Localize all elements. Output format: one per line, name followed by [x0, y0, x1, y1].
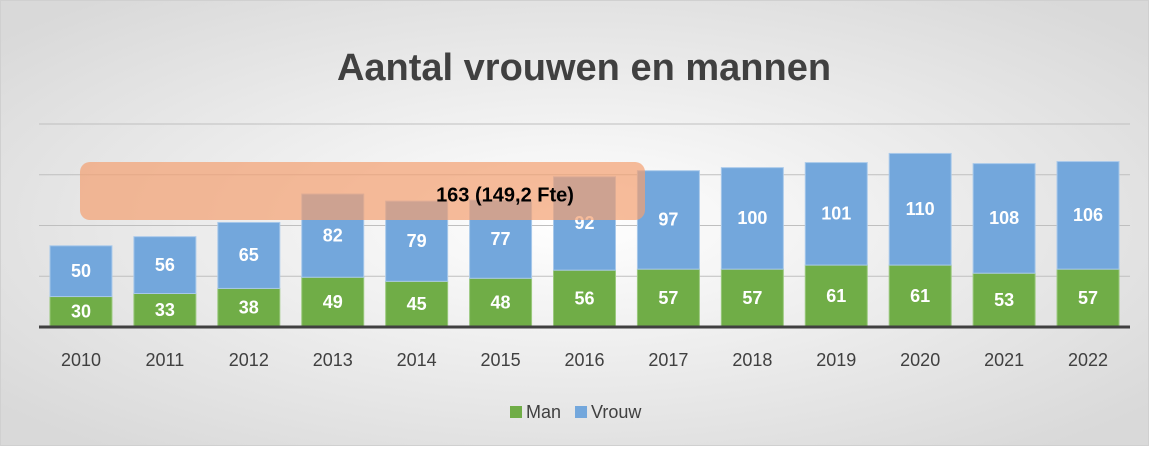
bar-segment — [49, 245, 113, 298]
chart-title: Aantal vrouwen en mannen — [337, 47, 831, 89]
data-label: 101 — [821, 204, 851, 224]
data-label: 61 — [910, 286, 930, 306]
bar-segment — [469, 277, 533, 328]
x-tick-label: 2015 — [481, 350, 521, 370]
data-label: 61 — [826, 286, 846, 306]
data-label: 38 — [239, 297, 259, 317]
legend-label: Vrouw — [591, 402, 642, 422]
legend-label: Man — [526, 402, 561, 422]
legend-swatch — [575, 406, 588, 418]
bar-segment — [888, 264, 952, 328]
x-tick-label: 2019 — [816, 350, 856, 370]
x-tick-label: 2022 — [1068, 350, 1108, 370]
bar-segment — [385, 280, 449, 328]
x-tick-label: 2014 — [397, 350, 437, 370]
x-tick-label: 2020 — [900, 350, 940, 370]
data-label: 30 — [71, 302, 91, 322]
x-tick-label: 2016 — [564, 350, 604, 370]
data-label: 82 — [323, 225, 343, 245]
data-label: 56 — [574, 288, 594, 308]
data-label: 48 — [491, 292, 511, 312]
data-label: 56 — [155, 255, 175, 275]
bar-segment — [720, 167, 784, 270]
bar-segment — [133, 236, 197, 295]
data-label: 110 — [906, 199, 935, 219]
x-tick-label: 2012 — [229, 350, 269, 370]
data-label: 77 — [491, 229, 511, 249]
data-label: 57 — [658, 288, 678, 308]
data-label: 57 — [742, 288, 762, 308]
x-tick-label: 2018 — [732, 350, 772, 370]
data-label: 49 — [323, 292, 343, 312]
data-label: 53 — [994, 290, 1014, 310]
x-tick-label: 2021 — [984, 350, 1024, 370]
data-label: 97 — [658, 210, 678, 230]
data-label: 79 — [407, 231, 427, 251]
bar-segment — [636, 170, 700, 270]
data-label: 100 — [737, 208, 767, 228]
data-label: 33 — [155, 300, 175, 320]
bar-segment — [972, 272, 1036, 328]
bar-segment — [804, 162, 868, 266]
bar-segment — [217, 221, 281, 289]
bar-segment — [1056, 161, 1120, 270]
data-label: 65 — [239, 245, 259, 265]
x-tick-label: 2010 — [61, 350, 101, 370]
x-tick-label: 2011 — [146, 350, 185, 370]
bar-segment — [636, 268, 700, 328]
bar-segment — [888, 152, 952, 266]
bar-segment — [804, 264, 868, 328]
x-tick-label: 2017 — [648, 350, 688, 370]
annotation: 163 (149,2 Fte) — [436, 184, 574, 206]
bar-segment — [972, 163, 1036, 274]
data-label: 45 — [407, 294, 427, 314]
annotation-box — [80, 162, 645, 220]
legend-swatch — [510, 406, 522, 418]
bar-segment — [553, 269, 616, 328]
bar-segment — [301, 276, 365, 328]
data-label: 108 — [989, 208, 1019, 228]
data-label: 106 — [1073, 205, 1103, 225]
data-label: 50 — [71, 261, 91, 281]
x-tick-label: 2013 — [313, 350, 353, 370]
data-label: 57 — [1078, 288, 1098, 308]
